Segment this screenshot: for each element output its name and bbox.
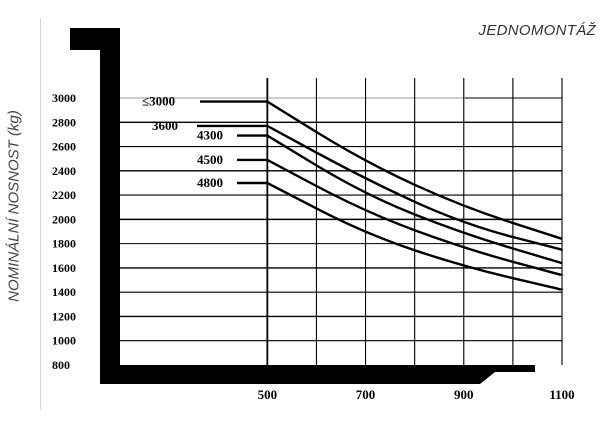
series-label: 4500 [197,152,223,167]
axis-frame [70,28,535,384]
series-label: 3600 [152,118,178,133]
series-label: 4300 [197,128,223,143]
series-line [237,181,564,291]
y-tick-label: 1200 [52,309,76,323]
y-tick-label: 800 [52,358,70,372]
y-tick-label: 1600 [52,261,76,275]
y-tick-label: 1000 [52,334,76,348]
series-line [197,124,564,251]
y-tick-label: 2000 [52,212,76,226]
series-line [237,158,564,277]
y-tick-label: 1800 [52,237,76,251]
series-label: ≤3000 [142,94,175,109]
series-line [200,100,564,240]
y-tick-label: 2400 [52,164,76,178]
y-tick-label: 3000 [52,91,76,105]
x-tick-label: 500 [258,387,278,402]
x-tick-label: 1100 [549,387,574,402]
y-tick-label: 2600 [52,140,76,154]
y-axis-label: NOMINÁLNÍ NOSNOST (kg) [5,110,23,302]
y-tick-label: 2200 [52,188,76,202]
x-tick-label: 900 [454,387,474,402]
series-line [237,134,564,265]
x-tick-label: 700 [356,387,376,402]
y-tick-label: 2800 [52,115,76,129]
y-tick-label: 1400 [52,285,76,299]
left-rule [40,18,41,410]
page-title: JEDNOMONTÁŽ [478,22,596,39]
series-label: 4800 [197,175,223,190]
